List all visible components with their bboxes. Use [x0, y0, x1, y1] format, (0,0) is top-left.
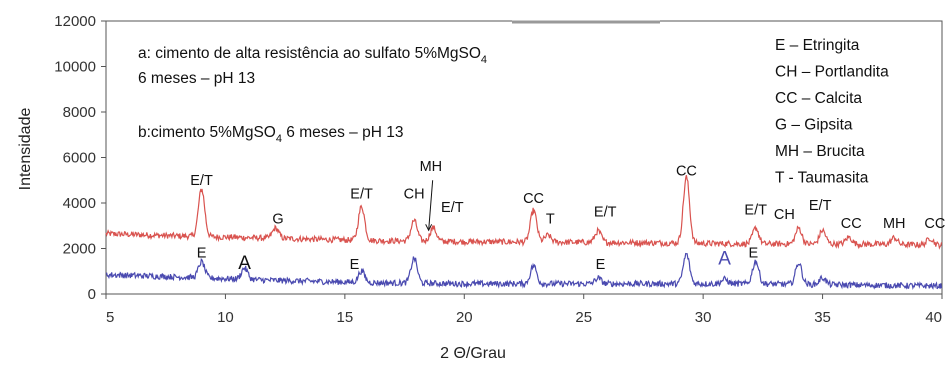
peak-label: CH: [774, 207, 795, 223]
x-tick-label: 40: [925, 309, 942, 326]
peak-label: E/T: [190, 173, 213, 189]
peak-label: CC: [676, 164, 697, 180]
peak-label: G: [272, 211, 283, 227]
peak-label: MH: [883, 216, 906, 232]
x-tick-label: 35: [814, 309, 831, 326]
x-tick-label: 20: [456, 309, 473, 326]
peak-label: E: [748, 246, 758, 262]
plot-frame: [105, 20, 943, 295]
legend-entry: CH – Portlandita: [775, 64, 889, 81]
peak-label: E: [350, 257, 360, 273]
x-axis-title: 2 Θ/Grau: [440, 345, 506, 362]
legend-entry: T - Taumasita: [775, 170, 869, 187]
peak-label: E/T: [744, 202, 767, 218]
series-line-0: [105, 175, 943, 250]
peak-label: CH: [404, 186, 425, 202]
note-a-line1: a: cimento de alta resistência ao sulfat…: [138, 45, 487, 66]
y-tick-label: 8000: [63, 104, 96, 121]
notes: a: cimento de alta resistência ao sulfat…: [138, 45, 487, 145]
peak-label: A: [718, 248, 731, 269]
note-a-line2: 6 meses – pH 13: [138, 70, 255, 87]
note-b: b:cimento 5%MgSO4 6 meses – pH 13: [138, 124, 403, 145]
peak-label: E/T: [594, 205, 617, 221]
mh-arrow-head: [425, 224, 433, 232]
peak-label: E: [596, 257, 606, 273]
peak-label: CC: [841, 216, 862, 232]
legend-entry: G – Gipsita: [775, 117, 853, 134]
peak-label: A: [238, 253, 251, 274]
series-lines: [105, 175, 943, 290]
y-tick-label: 2000: [63, 241, 96, 258]
y-tick-label: 6000: [63, 150, 96, 167]
y-tick-label: 0: [88, 286, 96, 303]
axes: 0 2000 4000 6000 8000 10000 12000 5 10 15 20 25 30 35…: [54, 13, 943, 326]
y-tick-label: 4000: [63, 195, 96, 212]
peak-label: T: [546, 211, 555, 227]
x-tick-label: 25: [575, 309, 592, 326]
x-tick-label: 30: [695, 309, 712, 326]
y-axis-title: Intensidade: [17, 108, 34, 191]
series-line-1: [105, 252, 943, 290]
legend-entry: CC – Calcita: [775, 90, 862, 107]
y-tick-label: 10000: [54, 59, 96, 76]
x-tick-label: 10: [217, 309, 234, 326]
legend: E – Etringita CH – Portlandita CC – Calcit…: [775, 37, 889, 187]
peak-label: E/T: [441, 200, 464, 216]
plot-area: [105, 20, 943, 295]
peak-label: MH: [420, 159, 443, 175]
peak-label: E/T: [350, 186, 373, 202]
peak-label: E: [197, 246, 207, 262]
peak-label: CC: [523, 191, 544, 207]
x-tick-label: 15: [337, 309, 354, 326]
peak-label: E/T: [809, 198, 832, 214]
legend-entry: E – Etringita: [775, 37, 860, 54]
y-tick-label: 12000: [54, 13, 96, 30]
legend-entry: MH – Brucita: [775, 143, 865, 160]
x-tick-label: 5: [106, 309, 114, 326]
mh-arrow: [428, 180, 434, 231]
peak-label: CC: [924, 216, 945, 232]
